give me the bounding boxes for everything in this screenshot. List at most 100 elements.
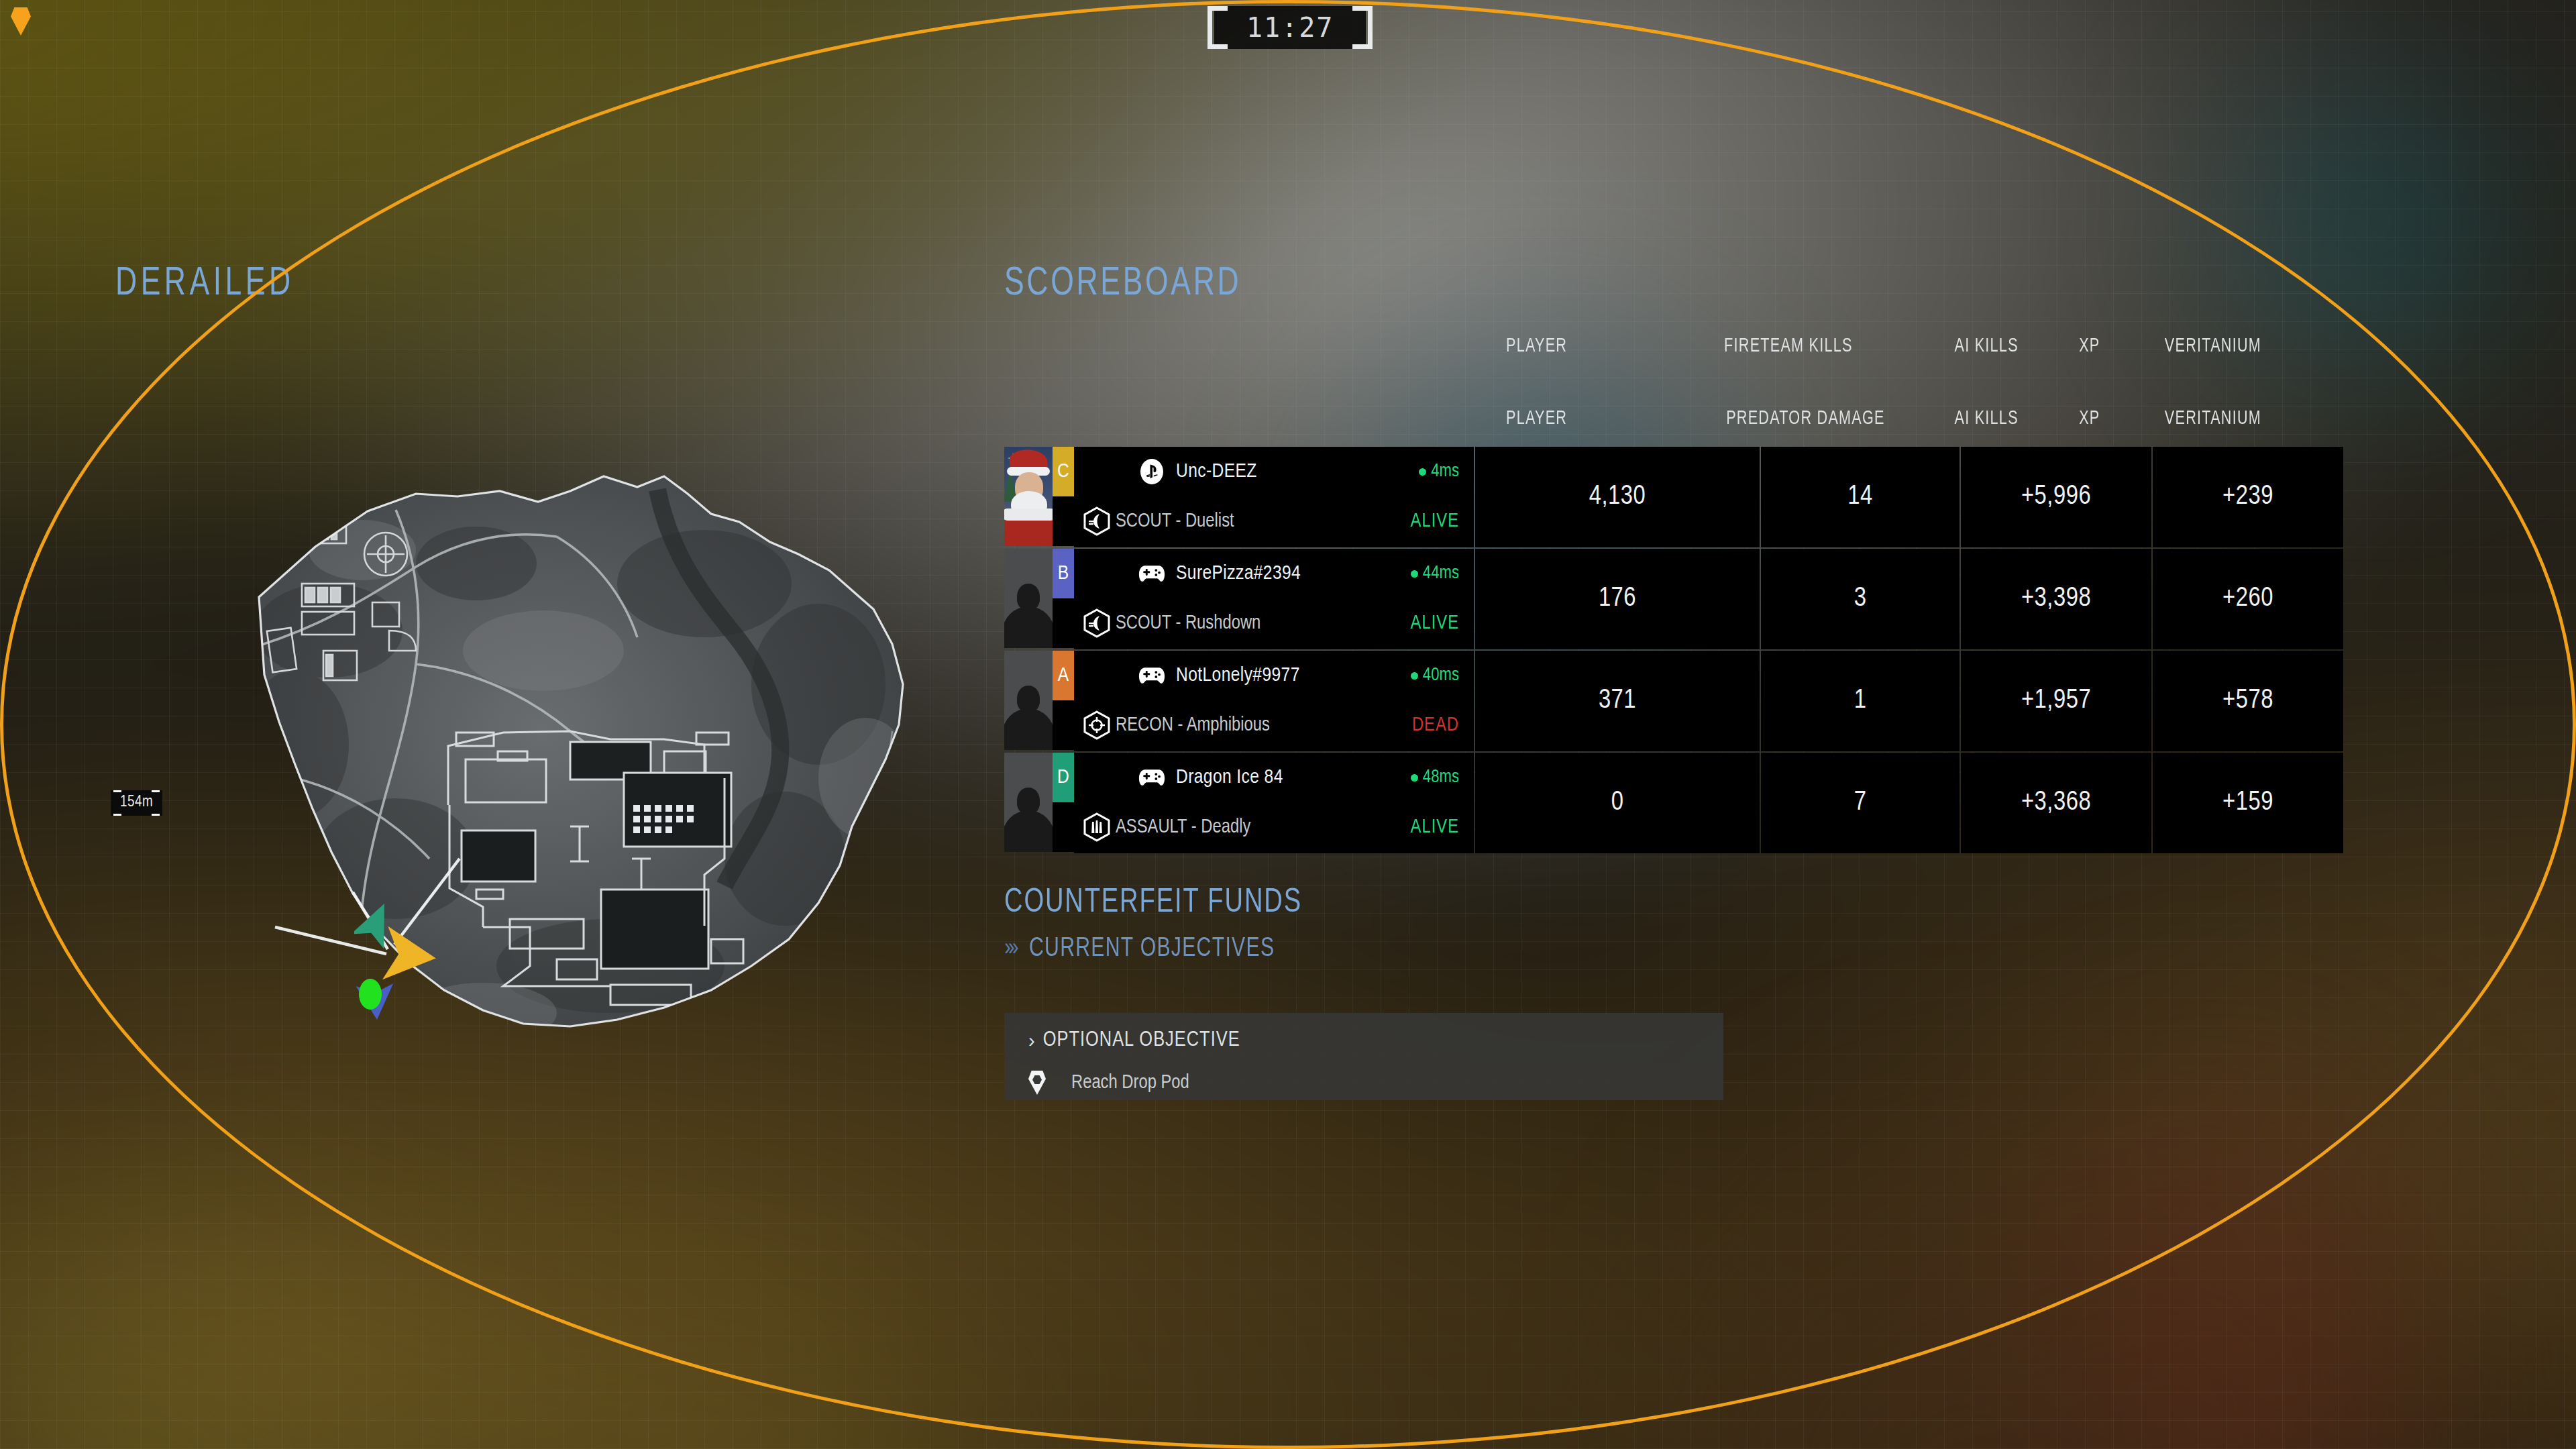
class-label: SCOUT - Rushdown	[1116, 613, 1260, 634]
cell-veritanium: +578	[2153, 651, 2343, 751]
ping-indicator: 4ms	[1419, 462, 1459, 482]
scout-class-icon	[1082, 608, 1112, 638]
ping-dot	[1411, 774, 1418, 782]
class-icon	[1082, 710, 1112, 740]
platform-icon	[1138, 458, 1165, 485]
avatar	[1004, 753, 1053, 852]
ping-value: 48ms	[1423, 767, 1459, 788]
player-name: SurePizza#2394	[1176, 563, 1301, 584]
cell-xp: +3,398	[1961, 549, 2151, 649]
squad-tag: A	[1053, 651, 1074, 700]
cell-veritanium: +239	[2153, 447, 2343, 547]
class-label: ASSAULT - Deadly	[1116, 817, 1250, 838]
player-name: Dragon Ice 84	[1176, 767, 1283, 788]
ping-value: 4ms	[1431, 462, 1459, 482]
cell-ai-kills: 1	[1761, 651, 1960, 751]
status-badge: ALIVE	[1411, 511, 1459, 532]
header-veritanium-1: VERITANIUM	[2165, 335, 2261, 357]
map-pin-icon	[1028, 1071, 1046, 1095]
platform-icon	[1138, 764, 1165, 791]
cell-predator-damage: 4,130	[1475, 447, 1760, 547]
header-veritanium-2: VERITANIUM	[2165, 408, 2261, 429]
squad-tag: D	[1053, 753, 1074, 802]
cell-predator-damage: 371	[1475, 651, 1760, 751]
scoreboard-rows: CUnc-DEEZ4msSCOUT - DuelistALIVE4,13014+…	[1004, 447, 2467, 855]
current-objectives-label: CURRENT OBJECTIVES	[1029, 935, 1275, 963]
class-icon	[1082, 506, 1112, 536]
header-xp-2: XP	[2079, 408, 2100, 429]
header-ai-kills-2: AI KILLS	[1954, 408, 2018, 429]
player-info: SurePizza#2394 44ms SCOUT - Rushdown ALIVE	[1074, 549, 1474, 649]
ping-indicator: 48ms	[1411, 767, 1459, 788]
squad-tag: C	[1053, 447, 1074, 496]
cell-xp: +5,996	[1961, 447, 2151, 547]
mission-name: COUNTERFEIT FUNDS	[1004, 885, 1302, 922]
ping-dot	[1411, 672, 1418, 680]
objective-type-label: OPTIONAL OBJECTIVE	[1043, 1029, 1240, 1052]
xbox-gamepad-icon	[1138, 768, 1165, 787]
ping-value: 44ms	[1423, 564, 1459, 584]
scoreboard-title: SCOREBOARD	[1004, 263, 1241, 305]
platform-icon	[1138, 560, 1165, 587]
ping-value: 40ms	[1423, 665, 1459, 686]
ping-dot	[1419, 468, 1426, 476]
player-name: Unc-DEEZ	[1176, 461, 1257, 482]
scoreboard-row[interactable]: D Dragon Ice 84 48ms ASSAULT - Deadly ALIVE 0…	[1004, 753, 2467, 853]
scoreboard-row[interactable]: B SurePizza#2394 44ms SCOUT - Rushdown ALIVE…	[1004, 549, 2467, 649]
cell-veritanium: +159	[2153, 753, 2343, 853]
objective-task-row[interactable]: Reach Drop Pod	[1028, 1071, 1189, 1095]
header-ai-kills-1: AI KILLS	[1954, 335, 2018, 357]
ping-indicator: 44ms	[1411, 564, 1459, 584]
avatar	[1004, 447, 1053, 546]
class-icon	[1082, 812, 1112, 842]
squad-badge: B	[1053, 549, 1074, 649]
playstation-icon	[1138, 458, 1165, 485]
avatar	[1004, 651, 1053, 750]
assault-class-icon	[1082, 812, 1112, 842]
xbox-gamepad-icon	[1138, 564, 1165, 583]
distance-value: 154m	[120, 795, 153, 810]
status-badge: ALIVE	[1411, 613, 1459, 634]
ping-dot	[1411, 570, 1418, 578]
class-label: RECON - Amphibious	[1116, 715, 1270, 736]
player-info: NotLonely#9977 40ms RECON - Amphibious DEAD	[1074, 651, 1474, 751]
header-fireteam-kills: FIRETEAM KILLS	[1724, 335, 1853, 357]
current-objectives-heading: ››› CURRENT OBJECTIVES	[1004, 935, 1297, 963]
squad-tag: B	[1053, 549, 1074, 598]
class-icon	[1082, 608, 1112, 638]
chevrons-icon: ›››	[1004, 936, 1016, 963]
squad-badge: A	[1053, 651, 1074, 751]
objective-panel-header: › OPTIONAL OBJECTIVE	[1028, 1029, 1240, 1052]
cell-ai-kills: 14	[1761, 447, 1960, 547]
recon-class-icon	[1082, 710, 1112, 740]
squad-badge: C	[1053, 447, 1074, 547]
cell-ai-kills: 7	[1761, 753, 1960, 853]
cell-predator-damage: 176	[1475, 549, 1760, 649]
cell-predator-damage: 0	[1475, 753, 1760, 853]
player-info: Dragon Ice 84 48ms ASSAULT - Deadly ALIVE	[1074, 753, 1474, 853]
chevron-right-icon: ›	[1028, 1030, 1035, 1052]
status-badge: DEAD	[1412, 715, 1459, 736]
cell-ai-kills: 3	[1761, 549, 1960, 649]
objective-task-label: Reach Drop Pod	[1071, 1073, 1189, 1093]
scoreboard-row[interactable]: A NotLonely#9977 40ms RECON - Amphibious DEA…	[1004, 651, 2467, 751]
cell-xp: +1,957	[1961, 651, 2151, 751]
status-badge: ALIVE	[1411, 817, 1459, 838]
header-player-1: PLAYER	[1506, 335, 1567, 357]
avatar	[1004, 549, 1053, 648]
cell-xp: +3,368	[1961, 753, 2151, 853]
squad-badge: D	[1053, 753, 1074, 853]
drop-pod-objective-marker[interactable]	[0, 0, 42, 42]
distance-label: 154m	[111, 790, 162, 816]
xbox-gamepad-icon	[1138, 666, 1165, 685]
header-player-2: PLAYER	[1506, 408, 1567, 429]
header-xp-1: XP	[2079, 335, 2100, 357]
scout-class-icon	[1082, 506, 1112, 536]
header-predator-damage: PREDATOR DAMAGE	[1726, 408, 1885, 429]
scoreboard-row[interactable]: CUnc-DEEZ4msSCOUT - DuelistALIVE4,13014+…	[1004, 447, 2467, 547]
objective-panel[interactable]: › OPTIONAL OBJECTIVE Reach Drop Pod	[1004, 1013, 1723, 1100]
scoreboard-header-primary: PLAYER FIRETEAM KILLS AI KILLS XP VERITA…	[1004, 335, 2467, 358]
player-name: NotLonely#9977	[1176, 665, 1300, 686]
ping-indicator: 40ms	[1411, 665, 1459, 686]
cell-veritanium: +260	[2153, 549, 2343, 649]
